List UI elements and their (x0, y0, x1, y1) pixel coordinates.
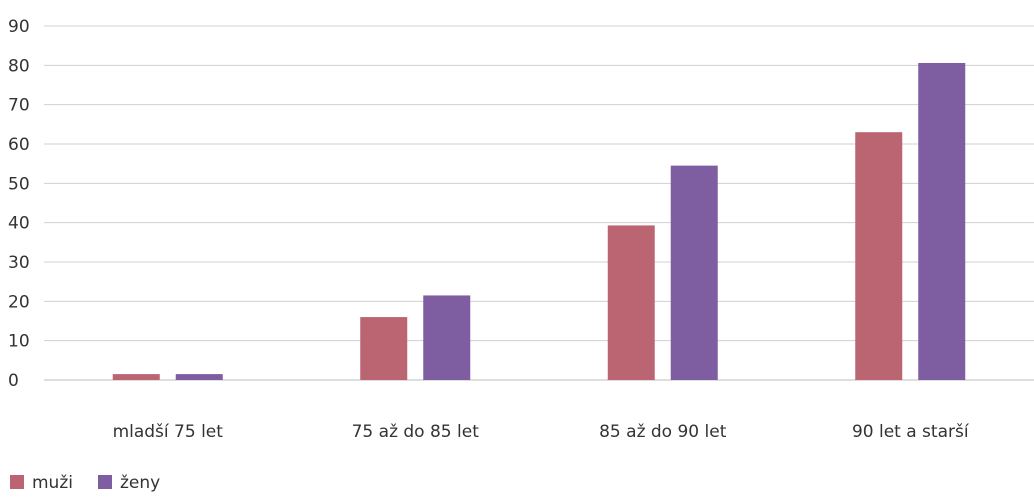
bar-muži-3 (855, 132, 903, 380)
bar-muži-1 (360, 317, 408, 380)
y-axis-ticks: 0 10 20 30 40 50 60 70 80 90 (8, 17, 30, 391)
y-tick-label: 80 (8, 56, 30, 76)
legend-label-muži: muži (32, 473, 73, 493)
x-tick-label: 90 let a starší (852, 422, 970, 442)
x-tick-label: 85 až do 90 let (599, 422, 727, 442)
y-tick-label: 60 (8, 135, 30, 155)
y-tick-label: 20 (8, 292, 30, 312)
y-tick-label: 30 (8, 253, 30, 273)
bar-muži-2 (607, 225, 655, 380)
y-tick-label: 40 (8, 214, 30, 234)
legend-swatch-muži (10, 475, 24, 489)
y-tick-label: 70 (8, 96, 30, 116)
x-tick-label: 75 až do 85 let (352, 422, 480, 442)
bar-muži-0 (112, 374, 160, 380)
legend-swatch-ženy (98, 475, 112, 489)
bar-ženy-3 (918, 62, 966, 381)
bar-ženy-0 (175, 374, 223, 380)
bar-ženy-1 (423, 295, 471, 380)
bars (112, 62, 966, 381)
bar-ženy-2 (670, 165, 718, 380)
y-tick-label: 50 (8, 174, 30, 194)
x-axis-ticks: mladší 75 let 75 až do 85 let 85 až do 90 … (113, 422, 970, 442)
y-tick-label: 10 (8, 332, 30, 352)
x-tick-label: mladší 75 let (113, 422, 224, 442)
gridlines (44, 25, 1034, 381)
legend-label-ženy: ženy (120, 473, 160, 493)
legend: muži ženy (10, 473, 160, 493)
y-tick-label: 90 (8, 17, 30, 37)
y-tick-label: 0 (8, 371, 19, 391)
